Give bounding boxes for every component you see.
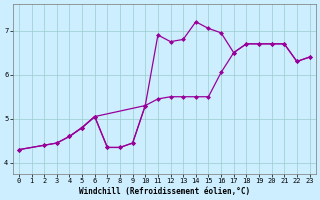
X-axis label: Windchill (Refroidissement éolien,°C): Windchill (Refroidissement éolien,°C) [79,187,250,196]
